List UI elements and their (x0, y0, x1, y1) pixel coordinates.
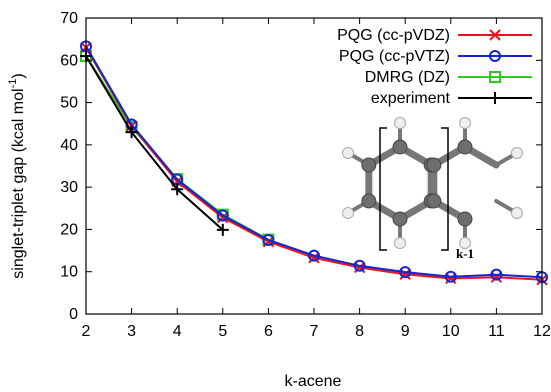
axes: 2 3 4 5 6 7 8 9 10 11 12 0 10 20 30 40 50 60 70 (60, 10, 551, 340)
legend-marker-3 (489, 92, 501, 104)
carbon-atom-4 (361, 193, 377, 209)
legend-entry-3: experiment (371, 90, 532, 107)
carbon-atom-9 (426, 157, 442, 173)
x-tick-label-8: 10 (442, 323, 460, 340)
legend: PQG (cc-pVDZ) PQG (cc-pVTZ) DMRG (DZ) exper… (337, 27, 532, 107)
legend-label-1: PQG (cc-pVTZ) (339, 48, 450, 65)
legend-entry-1: PQG (cc-pVTZ) (339, 48, 532, 65)
carbon-atom-5 (361, 157, 377, 173)
legend-label-2: DMRG (DZ) (365, 69, 450, 86)
series-line-3 (85, 55, 224, 231)
carbon-atom-6 (457, 139, 473, 155)
left-bracket (379, 127, 387, 251)
naphthalene-molecule-inset: k-1 (342, 117, 523, 261)
x-tick-label-3: 5 (218, 323, 227, 340)
legend-entry-0: PQG (cc-pVDZ) (337, 27, 532, 44)
carbon-atom-3 (392, 211, 408, 227)
x-tick-label-2: 4 (173, 323, 182, 340)
legend-label-0: PQG (cc-pVDZ) (337, 27, 450, 44)
legend-label-3: experiment (371, 90, 451, 107)
x-tick-label-7: 9 (401, 323, 410, 340)
legend-marker-1 (489, 50, 501, 62)
data-point-0-3 (217, 211, 229, 224)
data-point-0-8 (445, 272, 457, 285)
y-tick-label-2: 20 (60, 221, 78, 238)
series-1 (80, 40, 548, 284)
x-tick-label-0: 2 (82, 323, 91, 340)
x-tick-label-5: 7 (310, 323, 319, 340)
y-axis-title: singlet-triplet gap (kcal mol-1) (7, 73, 27, 278)
x-tick-label-4: 6 (264, 323, 273, 340)
repeat-unit-label: k-1 (456, 246, 474, 261)
hydrogen-atom-1 (394, 237, 406, 249)
carbon-atom-7 (457, 211, 473, 227)
legend-marker-2 (489, 71, 501, 83)
data-point-1-3 (216, 209, 229, 222)
x-tick-label-1: 3 (127, 323, 136, 340)
y-tick-label-4: 40 (60, 137, 78, 154)
data-point-1-7 (399, 266, 412, 279)
y-axis-title-close: ) (10, 73, 27, 78)
legend-marker-0 (489, 29, 501, 41)
carbon-atom-8 (426, 193, 442, 209)
hydrogen-atom-4 (459, 117, 471, 129)
data-point-3-2 (171, 183, 184, 196)
hydrogen-atom-6 (510, 207, 523, 219)
y-tick-label-0: 0 (69, 306, 78, 323)
y-tick-label-3: 30 (60, 179, 78, 196)
hydrogen-atom-2 (342, 207, 355, 219)
data-point-1-8 (444, 270, 457, 283)
y-tick-label-7: 70 (60, 10, 78, 27)
y-tick-label-6: 60 (60, 52, 78, 69)
x-tick-label-9: 11 (488, 323, 505, 340)
data-point-3-1 (125, 126, 138, 139)
carbon-atom-0 (392, 139, 408, 155)
y-axis-title-superscript: -1 (7, 79, 19, 89)
series-line-1 (85, 45, 543, 279)
data-point-1-9 (490, 268, 503, 281)
data-point-1-4 (262, 234, 275, 246)
x-tick-label-6: 8 (355, 323, 364, 340)
x-axis-title: k-acene (285, 373, 342, 390)
x-tick-label-10: 12 (533, 323, 551, 340)
y-tick-label-1: 10 (60, 264, 78, 281)
hydrogen-atom-5 (510, 147, 523, 159)
data-point-1-6 (353, 259, 366, 272)
y-axis-title-main: singlet-triplet gap (kcal mol (10, 88, 27, 278)
hydrogen-atom-7 (459, 237, 471, 249)
legend-entry-2: DMRG (DZ) (365, 69, 532, 86)
right-bracket (441, 127, 449, 251)
hydrogen-atom-3 (342, 147, 355, 159)
hydrogen-atom-0 (394, 117, 406, 129)
data-point-1-5 (308, 249, 320, 262)
data-point-3-3 (216, 223, 229, 236)
y-tick-label-5: 50 (60, 95, 78, 112)
